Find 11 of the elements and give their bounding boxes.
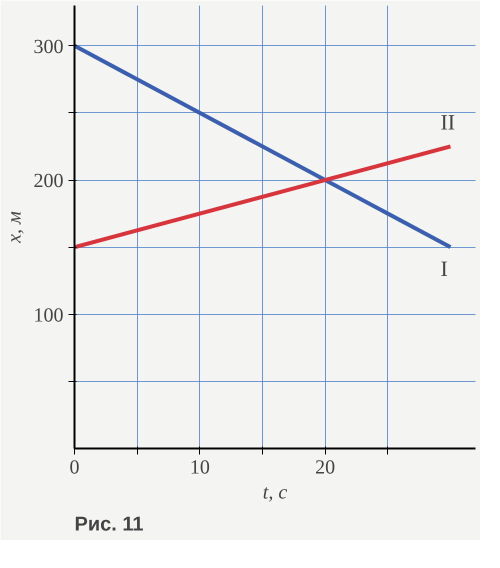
x-tick-label: 0 (70, 456, 80, 478)
x-axis-title: t, с (262, 482, 288, 504)
y-axis-title: x, м (4, 210, 26, 244)
x-tick-label: 10 (190, 456, 210, 478)
series-label: II (440, 109, 456, 134)
y-tick-label: 200 (34, 170, 64, 192)
x-tick-label: 20 (315, 456, 336, 478)
y-tick-label: 300 (34, 36, 64, 58)
text: Рис. 11 (74, 514, 144, 536)
y-tick-label: 100 (34, 304, 64, 326)
series-label: I (440, 256, 448, 282)
